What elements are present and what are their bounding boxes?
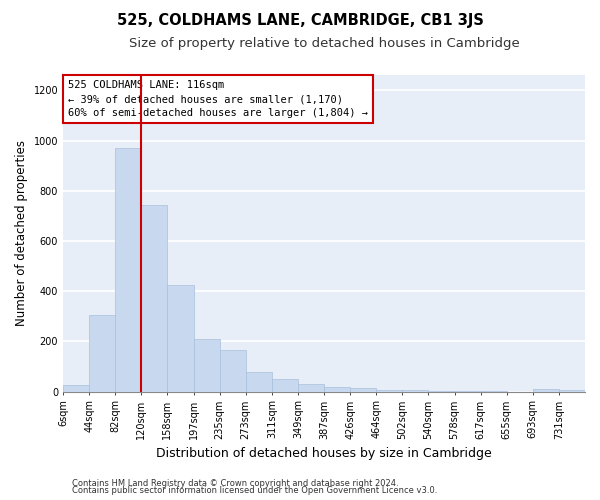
- Text: 525, COLDHAMS LANE, CAMBRIDGE, CB1 3JS: 525, COLDHAMS LANE, CAMBRIDGE, CB1 3JS: [116, 12, 484, 28]
- Text: Contains public sector information licensed under the Open Government Licence v3: Contains public sector information licen…: [72, 486, 437, 495]
- Bar: [428, 391, 455, 392]
- Bar: [298, 384, 324, 392]
- Bar: [115, 148, 142, 392]
- Bar: [324, 386, 350, 392]
- Bar: [272, 379, 298, 392]
- Title: Size of property relative to detached houses in Cambridge: Size of property relative to detached ho…: [128, 38, 520, 51]
- Text: 525 COLDHAMS LANE: 116sqm
← 39% of detached houses are smaller (1,170)
60% of se: 525 COLDHAMS LANE: 116sqm ← 39% of detac…: [68, 80, 368, 118]
- Bar: [403, 390, 428, 392]
- Bar: [142, 204, 167, 392]
- Bar: [455, 391, 481, 392]
- Bar: [350, 388, 376, 392]
- Bar: [246, 372, 272, 392]
- Bar: [559, 390, 585, 392]
- Bar: [376, 390, 403, 392]
- Text: Contains HM Land Registry data © Crown copyright and database right 2024.: Contains HM Land Registry data © Crown c…: [72, 478, 398, 488]
- Bar: [167, 285, 194, 392]
- Bar: [89, 315, 115, 392]
- Bar: [194, 339, 220, 392]
- Bar: [220, 350, 246, 392]
- Bar: [533, 389, 559, 392]
- Y-axis label: Number of detached properties: Number of detached properties: [15, 140, 28, 326]
- X-axis label: Distribution of detached houses by size in Cambridge: Distribution of detached houses by size …: [156, 447, 492, 460]
- Bar: [63, 386, 89, 392]
